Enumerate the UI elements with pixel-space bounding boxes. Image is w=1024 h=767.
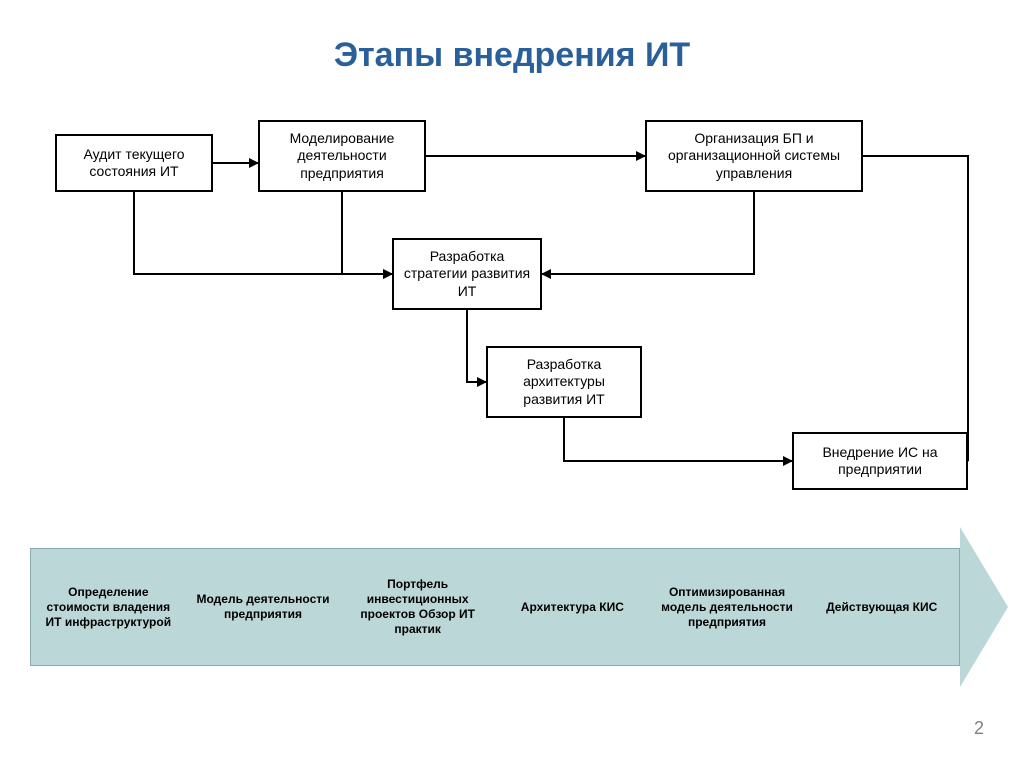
diagram-canvas: { "title": { "text": "Этапы внедрения ИТ… <box>0 0 1024 767</box>
page-number: 2 <box>974 718 984 739</box>
arrow-band-item-2: Портфель инвестиционных проектов Обзор И… <box>340 577 495 637</box>
flowchart-node-n3: Организация БП и организационной системы… <box>645 120 863 192</box>
edge-n3-n4 <box>542 192 754 274</box>
edge-n5-n6 <box>564 418 792 461</box>
page-title: Этапы внедрения ИТ <box>0 36 1024 75</box>
edge-n2-n4 <box>342 192 392 274</box>
arrow-band-item-0: Определение стоимости владения ИТ инфрас… <box>31 585 186 630</box>
edge-n4-n5 <box>467 310 486 382</box>
arrow-band-item-5: Действующая КИС <box>804 600 959 615</box>
arrow-band-head <box>960 527 1008 687</box>
flowchart-node-n1: Аудит текущего состояния ИТ <box>55 134 213 192</box>
flowchart-node-n6: Внедрение ИС на предприятии <box>792 432 968 490</box>
outcome-arrow-band: Определение стоимости владения ИТ инфрас… <box>30 548 1008 666</box>
arrow-band-item-4: Оптимизированная модель деятельности пре… <box>650 585 805 630</box>
arrow-band-body: Определение стоимости владения ИТ инфрас… <box>30 548 960 666</box>
flowchart-node-n2: Моделирование деятельности предприятия <box>258 120 426 192</box>
flowchart-node-n5: Разработка архитектуры развития ИТ <box>486 346 642 418</box>
edge-n1-n4 <box>134 192 392 274</box>
arrow-band-item-3: Архитектура КИС <box>495 600 650 615</box>
edge-n3-n6 <box>863 156 968 461</box>
arrow-band-item-1: Модель деятельности предприятия <box>186 592 341 622</box>
flowchart-node-n4: Разработка стратегии развития ИТ <box>392 238 542 310</box>
